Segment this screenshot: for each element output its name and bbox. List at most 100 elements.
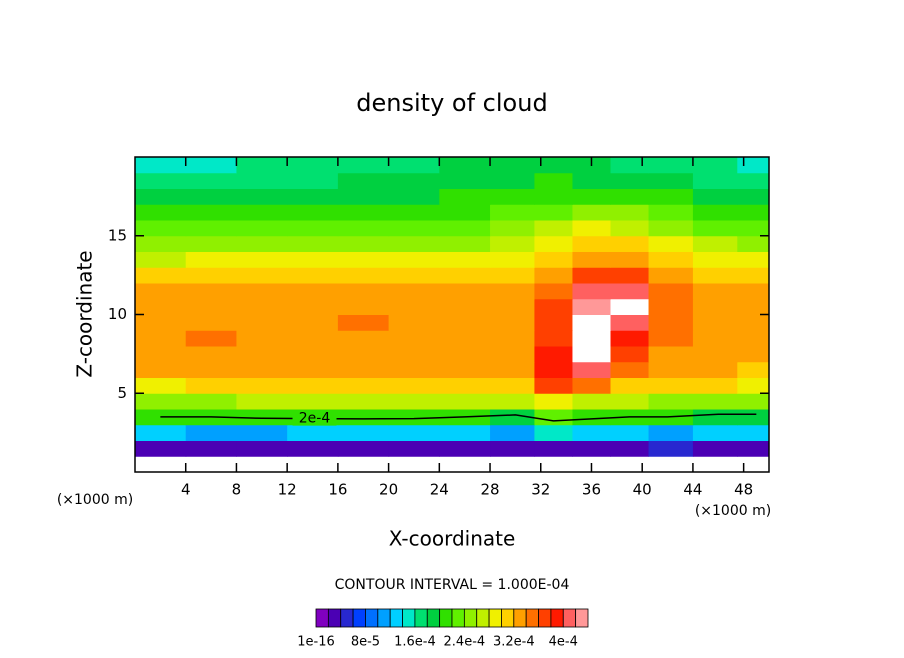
colorbar-box	[426, 608, 441, 628]
contour-cell	[692, 235, 738, 252]
colorbar-box	[550, 608, 564, 628]
colorbar-box	[389, 608, 403, 628]
contour-cell	[135, 424, 187, 441]
contour-cell	[337, 330, 390, 347]
contour-cell	[692, 157, 738, 174]
contour-cell	[287, 283, 339, 300]
contour-cell	[490, 172, 535, 189]
contour-cell	[388, 283, 440, 300]
contour-cell	[610, 361, 650, 378]
contour-cell	[185, 330, 237, 347]
contour-cell	[236, 440, 288, 457]
contour-cell	[439, 251, 491, 268]
contour-cell	[337, 172, 390, 189]
contour-cell	[388, 440, 440, 457]
contour-cell	[490, 409, 535, 426]
colorbar-tick-label: 1.6e-4	[394, 635, 436, 650]
contour-cell	[572, 251, 611, 268]
contour-cell	[337, 409, 390, 426]
contour-cell	[287, 330, 339, 347]
contour-cell	[337, 361, 390, 378]
contour-cell	[287, 440, 339, 457]
contour-cell	[610, 283, 650, 300]
contour-cell	[388, 172, 440, 189]
contour-cell	[388, 330, 440, 347]
contour-cell	[236, 267, 288, 284]
contour-cell	[185, 377, 237, 394]
contour-cell	[737, 204, 770, 221]
contour-cell	[572, 188, 611, 205]
contour-cell	[287, 377, 339, 394]
contour-cell	[236, 314, 288, 331]
contour-cell	[572, 267, 611, 284]
contour-cell	[534, 157, 573, 174]
contour-cell	[287, 157, 339, 174]
contour-cell	[737, 172, 770, 189]
x-tick-label: 4	[181, 481, 191, 499]
contour-cell	[534, 393, 573, 410]
contour-cell	[236, 377, 288, 394]
x-tick-label: 24	[430, 481, 449, 499]
contour-cell	[572, 393, 611, 410]
colorbar-box	[488, 608, 502, 628]
contour-cell	[439, 188, 491, 205]
contour-label-bg	[292, 409, 337, 426]
contour-cell	[337, 188, 390, 205]
contour-cell	[135, 314, 187, 331]
x-tick-label: 32	[531, 481, 550, 499]
contour-cell	[737, 440, 770, 457]
contour-cell	[287, 346, 339, 363]
contour-cell	[737, 235, 770, 252]
contour-cell	[610, 235, 650, 252]
colorbar-box	[513, 608, 527, 628]
contour-cell	[648, 377, 694, 394]
contour-cell	[388, 346, 440, 363]
colorbar-box	[315, 608, 329, 628]
x-tick-label: 44	[683, 481, 702, 499]
contour-cell	[534, 377, 573, 394]
contour-cell	[534, 204, 573, 221]
y-tick-label: 5	[117, 384, 127, 402]
colorbar-tick-label: 3.2e-4	[493, 635, 535, 650]
contour-cell	[439, 440, 491, 457]
contour-cell	[490, 361, 535, 378]
contour-cell	[439, 393, 491, 410]
contour-cell	[692, 377, 738, 394]
contour-cell	[610, 393, 650, 410]
contour-cell	[439, 267, 491, 284]
colorbar-box	[501, 608, 515, 628]
contour-cell	[692, 220, 738, 237]
contour-cell	[185, 424, 237, 441]
contour-cell	[490, 393, 535, 410]
contour-cell	[490, 220, 535, 237]
contour-cell	[337, 283, 390, 300]
contour-cell	[135, 172, 187, 189]
contour-cell	[692, 204, 738, 221]
contour-cell	[185, 393, 237, 410]
contour-cell	[534, 188, 573, 205]
contour-cell	[388, 298, 440, 315]
contour-cell	[236, 330, 288, 347]
contour-cell	[610, 204, 650, 221]
contour-cell	[388, 314, 440, 331]
contour-cell	[185, 220, 237, 237]
contour-cell	[439, 361, 491, 378]
y-unit: (×1000 m)	[57, 492, 133, 508]
contour-cell	[572, 172, 611, 189]
contour-cell	[534, 424, 573, 441]
colorbar-box	[365, 608, 379, 628]
contour-cell	[337, 220, 390, 237]
contour-cell	[185, 188, 237, 205]
contour-cell	[388, 267, 440, 284]
contour-cell	[135, 220, 187, 237]
contour-cell	[135, 330, 187, 347]
contour-cell	[610, 424, 650, 441]
contour-cell	[490, 251, 535, 268]
contour-cell	[236, 361, 288, 378]
contour-cell	[692, 298, 738, 315]
contour-cell	[287, 220, 339, 237]
colorbar-box	[352, 608, 366, 628]
x-tick-label: 8	[232, 481, 242, 499]
contour-cell	[236, 235, 288, 252]
contour-cell	[572, 409, 611, 426]
